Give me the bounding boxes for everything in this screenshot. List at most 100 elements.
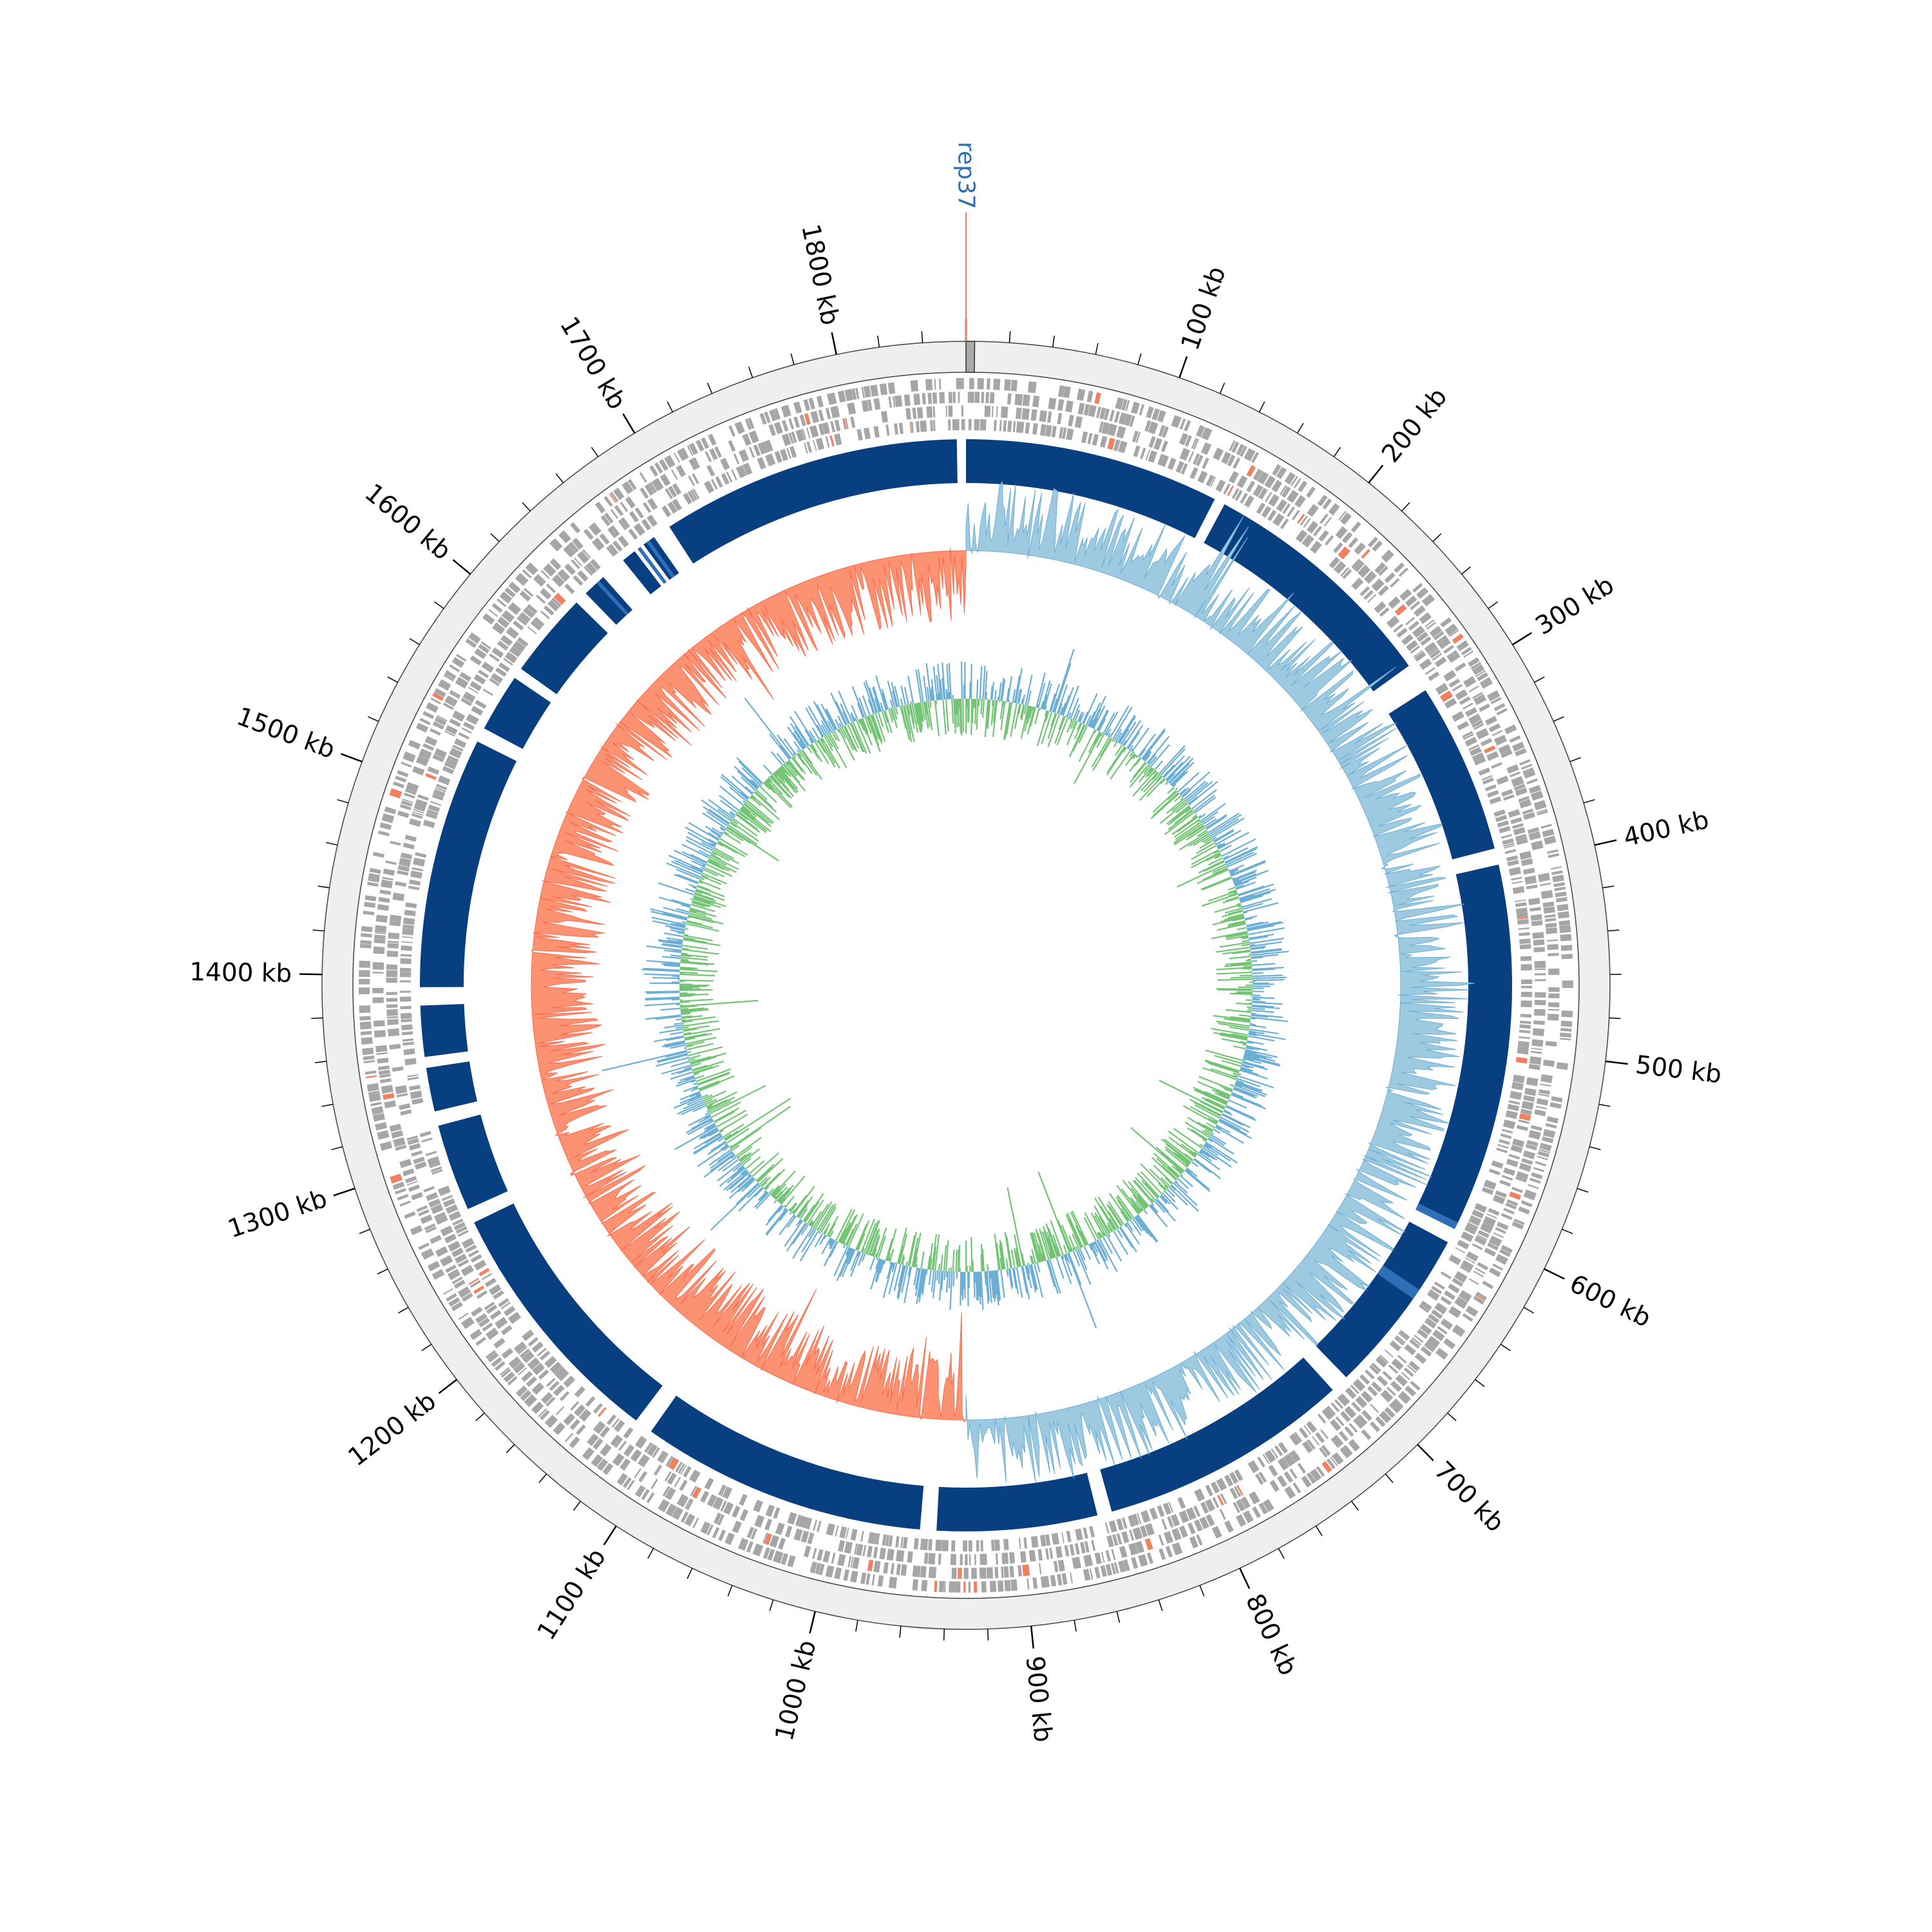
- gene: [1380, 1390, 1394, 1403]
- gene: [1506, 1199, 1519, 1206]
- gene: [1209, 477, 1217, 488]
- gene: [873, 398, 881, 410]
- gene: [1010, 379, 1018, 392]
- gene: [435, 786, 446, 793]
- gene: [488, 609, 498, 618]
- gene: [1535, 1161, 1547, 1167]
- major-tick: [831, 332, 837, 355]
- gene: [1473, 1270, 1484, 1278]
- gene: [810, 411, 820, 424]
- gene: [1262, 1454, 1270, 1464]
- gene: [1363, 590, 1374, 600]
- gene: [1495, 1227, 1506, 1235]
- gene: [1030, 1535, 1039, 1548]
- gene: [668, 1457, 679, 1470]
- gene: [435, 784, 448, 790]
- gene: [1132, 1513, 1140, 1526]
- gene: [513, 620, 524, 630]
- gene: [860, 1572, 867, 1584]
- gene: [1548, 993, 1560, 999]
- gene: [1431, 1285, 1443, 1294]
- gene: [1539, 1149, 1550, 1153]
- gene: [1379, 607, 1390, 617]
- tick-label-1000kb: 1000 kb: [770, 1638, 822, 1744]
- gene: [553, 592, 566, 605]
- blast-block: [426, 1061, 478, 1112]
- gene: [1014, 393, 1023, 406]
- gene: [362, 1047, 374, 1056]
- gene: [980, 1540, 983, 1551]
- gene: [430, 1235, 442, 1244]
- gene: [754, 1515, 765, 1528]
- gene: [395, 1084, 408, 1095]
- gene: [1344, 1406, 1357, 1419]
- gene: [1519, 943, 1531, 950]
- gene: [418, 1242, 430, 1251]
- gene: [1116, 1533, 1122, 1545]
- gene: [445, 1264, 457, 1273]
- gene: [1109, 410, 1115, 422]
- gene: [417, 794, 430, 801]
- gene: [1394, 604, 1407, 616]
- gene: [659, 473, 671, 487]
- gene: [620, 517, 630, 529]
- gene: [913, 1538, 919, 1550]
- gene: [1327, 1405, 1336, 1416]
- minor-tick: [1488, 601, 1499, 609]
- gene: [1521, 1101, 1534, 1110]
- gene: [1212, 1497, 1220, 1508]
- gene: [1106, 1535, 1114, 1548]
- gene: [386, 964, 398, 970]
- gene: [1016, 407, 1022, 419]
- gene: [912, 407, 917, 419]
- gene: [359, 960, 371, 968]
- gene: [422, 743, 435, 751]
- gene: [690, 1485, 697, 1497]
- gene: [1138, 1554, 1148, 1567]
- gene: [1132, 1527, 1143, 1540]
- gene: [1533, 1020, 1545, 1025]
- gene: [1547, 849, 1558, 854]
- gene: [415, 852, 427, 858]
- gene: [689, 1469, 701, 1483]
- gene: [1326, 1458, 1336, 1470]
- gene: [1487, 690, 1501, 702]
- gene: [431, 793, 444, 801]
- gene: [413, 804, 426, 812]
- gene: [1444, 697, 1457, 709]
- minor-tick: [331, 1146, 343, 1150]
- gene: [1224, 1520, 1234, 1533]
- gc-skew-positive-area: [965, 480, 1475, 1482]
- gene: [524, 1394, 537, 1407]
- gene: [690, 489, 698, 501]
- gene: [1544, 835, 1557, 845]
- gene: [623, 1444, 635, 1457]
- blast-block: [623, 551, 661, 594]
- gene: [676, 464, 687, 477]
- gene: [1432, 1329, 1445, 1341]
- gene: [769, 1535, 780, 1548]
- gene: [570, 522, 581, 534]
- gene: [386, 1009, 398, 1016]
- gene: [1236, 1484, 1244, 1496]
- gene: [1468, 1278, 1479, 1285]
- gene: [1320, 1429, 1329, 1439]
- gene: [536, 1347, 547, 1357]
- gene: [994, 1539, 1000, 1551]
- gene: [1562, 980, 1574, 986]
- gene: [446, 1293, 457, 1302]
- gene: [739, 1493, 748, 1506]
- gene: [437, 775, 451, 786]
- gene: [1196, 1534, 1203, 1546]
- gene: [942, 1540, 949, 1551]
- gene: [1022, 1564, 1030, 1577]
- gene: [894, 423, 898, 435]
- gene: [788, 432, 794, 444]
- gene: [1312, 1435, 1320, 1446]
- gene: [1505, 1202, 1517, 1210]
- gene: [951, 1567, 957, 1579]
- gene: [1159, 1548, 1166, 1560]
- gene: [401, 761, 412, 768]
- gene: [408, 1184, 421, 1192]
- gene: [591, 1454, 603, 1467]
